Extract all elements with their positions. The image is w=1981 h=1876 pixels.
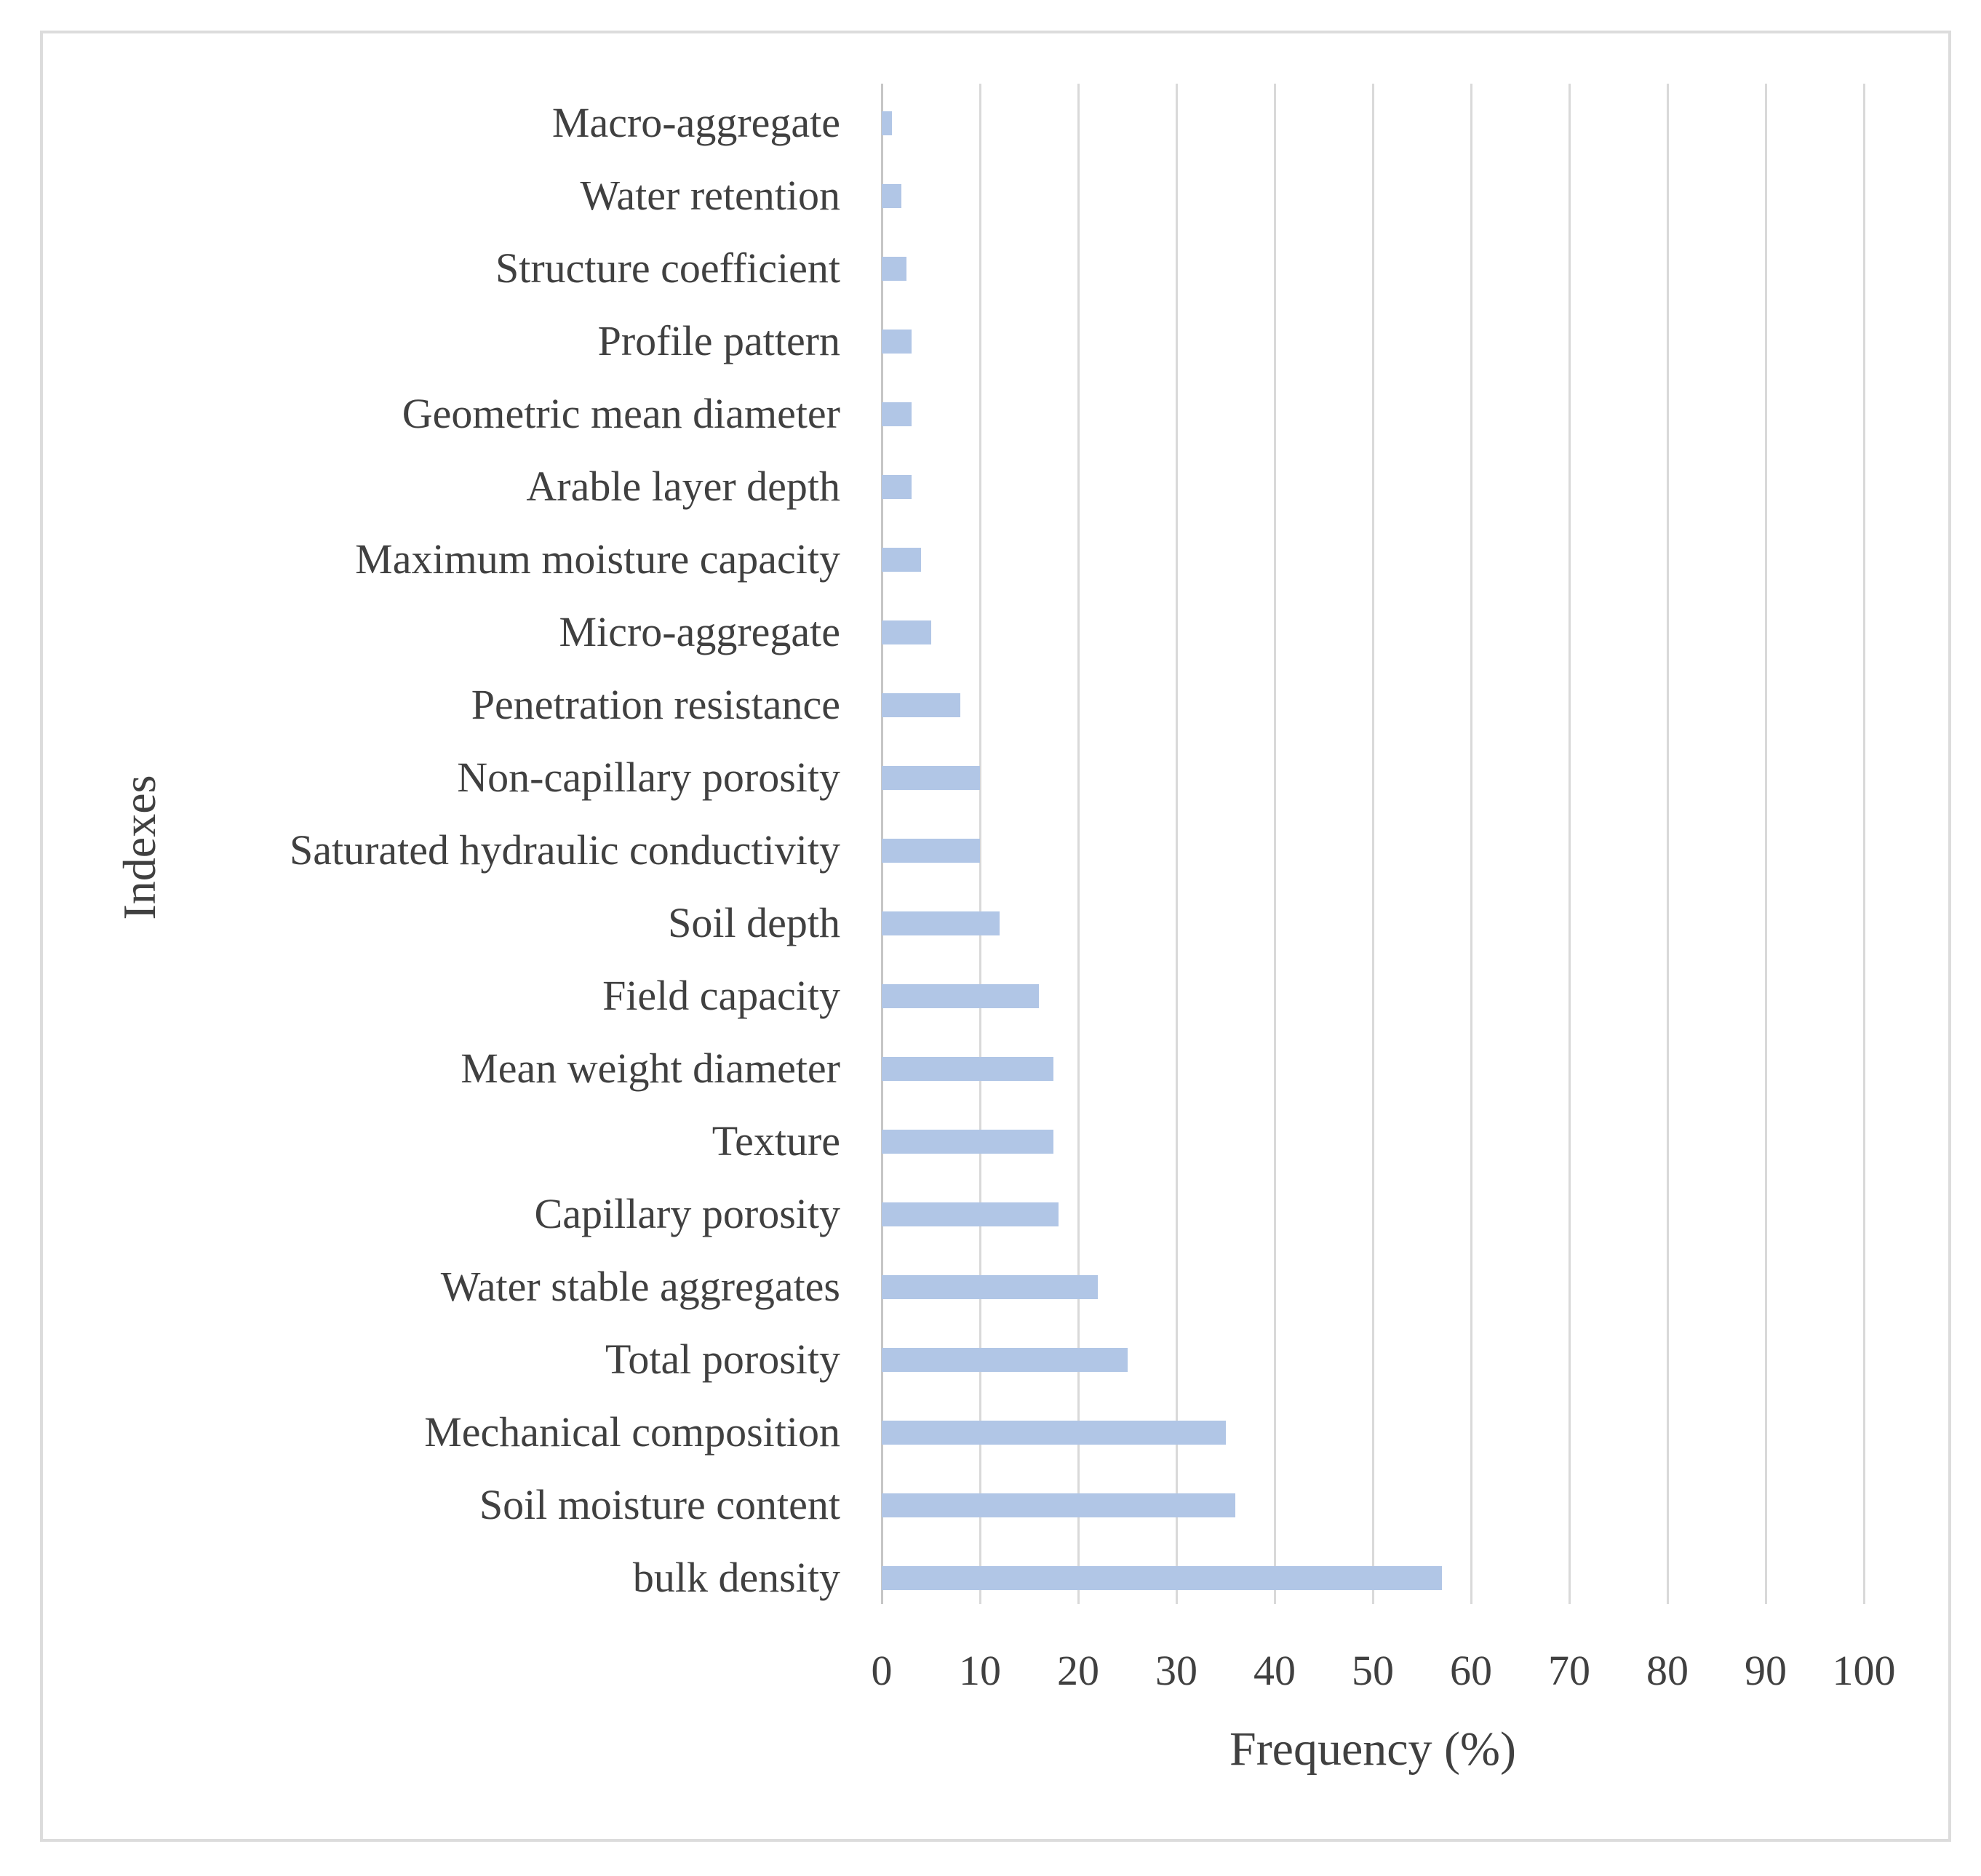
bar bbox=[882, 256, 906, 281]
bar-row: Water retention bbox=[41, 159, 1864, 232]
bar-row: Saturated hydraulic conductivity bbox=[41, 814, 1864, 887]
category-label: Non-capillary porosity bbox=[457, 754, 840, 801]
bar bbox=[882, 1347, 1128, 1372]
tick-label: 50 bbox=[1352, 1647, 1394, 1694]
tick-label: 0 bbox=[871, 1647, 893, 1694]
category-label: Water stable aggregates bbox=[440, 1263, 840, 1310]
bar-rows: Macro-aggregate Water retention Structure … bbox=[41, 87, 1864, 1614]
y-axis-title: Indexes bbox=[113, 775, 165, 920]
bar bbox=[882, 111, 892, 135]
bar bbox=[882, 547, 921, 572]
bar-row: Micro-aggregate bbox=[41, 596, 1864, 668]
tick-label: 20 bbox=[1057, 1647, 1099, 1694]
bar bbox=[882, 1129, 1054, 1154]
bar-row: Arable layer depth bbox=[41, 450, 1864, 523]
bar bbox=[882, 1202, 1059, 1226]
bar-row: Maximum moisture capacity bbox=[41, 523, 1864, 596]
bar-row: Mechanical composition bbox=[41, 1396, 1864, 1469]
gridline bbox=[1667, 84, 1669, 1604]
x-axis-title: Frequency (%) bbox=[1229, 1723, 1516, 1776]
tick-label: 40 bbox=[1253, 1647, 1296, 1694]
category-label: Capillary porosity bbox=[534, 1190, 840, 1237]
gridline bbox=[1372, 84, 1374, 1604]
gridline bbox=[1765, 84, 1767, 1604]
category-label: Saturated hydraulic conductivity bbox=[289, 826, 840, 874]
bar-row: Total porosity bbox=[41, 1323, 1864, 1396]
bar bbox=[882, 1565, 1442, 1590]
bar bbox=[882, 1420, 1226, 1445]
bar-row: Soil depth bbox=[41, 887, 1864, 959]
bar-row: Macro-aggregate bbox=[41, 87, 1864, 159]
category-label: Total porosity bbox=[605, 1336, 840, 1383]
figure-border bbox=[40, 31, 1951, 1842]
bar bbox=[882, 692, 960, 717]
tick-label: 100 bbox=[1832, 1647, 1896, 1694]
bar bbox=[882, 620, 931, 644]
bar bbox=[882, 911, 1000, 935]
gridline bbox=[979, 84, 981, 1604]
category-label: Geometric mean diameter bbox=[402, 390, 840, 437]
category-label: Soil depth bbox=[668, 899, 840, 946]
bar bbox=[882, 1274, 1098, 1299]
category-label: Soil moisture content bbox=[479, 1481, 840, 1528]
bar bbox=[882, 183, 901, 208]
bar-row: Texture bbox=[41, 1105, 1864, 1178]
tick-label: 10 bbox=[959, 1647, 1001, 1694]
category-label: Maximum moisture capacity bbox=[355, 535, 840, 583]
category-label: Macro-aggregate bbox=[551, 99, 840, 146]
gridline bbox=[1470, 84, 1472, 1604]
tick-label: 90 bbox=[1745, 1647, 1787, 1694]
bar-row: bulk density bbox=[41, 1541, 1864, 1614]
bar-row: Non-capillary porosity bbox=[41, 741, 1864, 814]
bar-row: Structure coefficient bbox=[41, 232, 1864, 305]
bar-row: Field capacity bbox=[41, 959, 1864, 1032]
category-label: Micro-aggregate bbox=[559, 608, 840, 655]
category-label: Water retention bbox=[580, 172, 840, 219]
category-label: Mean weight diameter bbox=[461, 1045, 840, 1092]
bar bbox=[882, 983, 1039, 1008]
gridline bbox=[1176, 84, 1178, 1604]
category-label: Texture bbox=[712, 1117, 840, 1165]
bar-row: Profile pattern bbox=[41, 305, 1864, 378]
category-label: Mechanical composition bbox=[424, 1408, 840, 1456]
category-label: Field capacity bbox=[602, 972, 840, 1019]
category-label: Arable layer depth bbox=[526, 463, 840, 510]
gridline bbox=[1863, 84, 1865, 1604]
bar bbox=[882, 402, 912, 426]
category-label: bulk density bbox=[632, 1554, 840, 1601]
bar bbox=[882, 765, 980, 790]
bar bbox=[882, 474, 912, 499]
bar-row: Soil moisture content bbox=[41, 1469, 1864, 1541]
bar bbox=[882, 1493, 1235, 1517]
bar-row: Mean weight diameter bbox=[41, 1032, 1864, 1105]
bar bbox=[882, 329, 912, 354]
category-label: Penetration resistance bbox=[471, 681, 840, 728]
gridline bbox=[1077, 84, 1080, 1604]
category-label: Profile pattern bbox=[597, 317, 840, 364]
tick-label: 30 bbox=[1155, 1647, 1197, 1694]
tick-label: 70 bbox=[1548, 1647, 1590, 1694]
gridline bbox=[1569, 84, 1571, 1604]
bar-row: Water stable aggregates bbox=[41, 1250, 1864, 1323]
category-label: Structure coefficient bbox=[495, 244, 840, 292]
bar bbox=[882, 838, 980, 863]
bar-row: Capillary porosity bbox=[41, 1178, 1864, 1250]
tick-label: 60 bbox=[1450, 1647, 1492, 1694]
bar bbox=[882, 1056, 1054, 1081]
bar-row: Geometric mean diameter bbox=[41, 378, 1864, 450]
gridline bbox=[1274, 84, 1276, 1604]
bar-row: Penetration resistance bbox=[41, 668, 1864, 741]
tick-label: 80 bbox=[1646, 1647, 1689, 1694]
